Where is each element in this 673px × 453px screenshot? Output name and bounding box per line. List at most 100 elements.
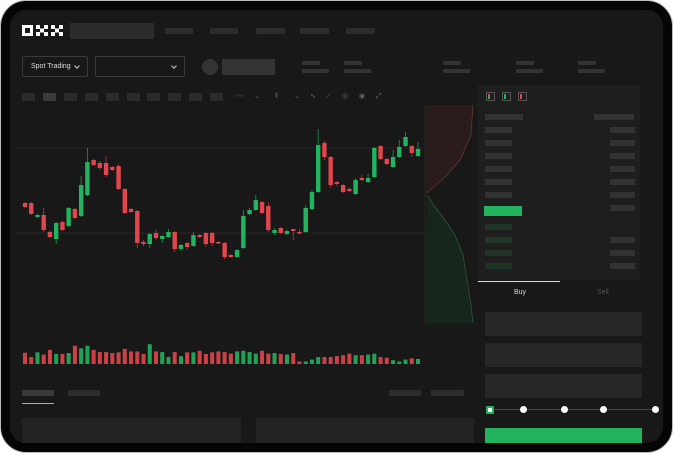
ask-row-amount[interactable] <box>610 153 635 159</box>
volume-bar <box>241 350 246 364</box>
bid-row-price[interactable] <box>485 250 512 256</box>
volume-bar <box>210 352 215 364</box>
depth-asks-line <box>426 105 474 194</box>
bid-row-amount[interactable] <box>610 263 635 269</box>
candle-body <box>315 145 321 192</box>
ask-row-price[interactable] <box>485 153 512 159</box>
volume-bar <box>185 352 190 364</box>
ruler-icon[interactable]: ⟋ <box>326 93 331 100</box>
ask-row-price[interactable] <box>485 127 512 133</box>
volume-bar <box>397 361 402 364</box>
ask-row-price[interactable] <box>485 140 512 146</box>
candle-body <box>78 185 84 216</box>
bid-row-price[interactable] <box>485 237 512 243</box>
tab-sell[interactable]: Sell <box>597 289 609 296</box>
candle-body <box>278 228 283 233</box>
nav-item[interactable] <box>165 28 193 34</box>
slider-step[interactable] <box>520 406 527 413</box>
ask-row-price[interactable] <box>485 192 512 198</box>
volume-bar <box>60 353 65 364</box>
bottom-tab[interactable] <box>68 390 100 396</box>
volume-bar <box>359 355 364 364</box>
candle-body <box>241 216 246 248</box>
volume-bar <box>141 353 146 364</box>
ask-row-price[interactable] <box>485 166 512 172</box>
nav-item[interactable] <box>346 28 375 34</box>
bottom-tab-active[interactable] <box>22 390 54 396</box>
orderbook-asks-icon[interactable] <box>518 92 527 101</box>
timeframe-tab[interactable] <box>43 93 56 101</box>
volume-bar <box>228 353 233 364</box>
fullscreen-icon[interactable]: ⤢ <box>376 93 382 100</box>
settings-icon[interactable]: ◉ <box>359 93 366 100</box>
tab-buy[interactable]: Buy <box>514 289 527 296</box>
buy-button[interactable] <box>485 428 642 443</box>
bid-row-price[interactable] <box>485 263 512 269</box>
timeframe-tab[interactable] <box>210 93 223 101</box>
ask-row-amount[interactable] <box>610 179 635 185</box>
pair-select[interactable] <box>95 56 185 77</box>
volume-bar <box>322 357 327 364</box>
bid-row-price[interactable] <box>485 224 512 230</box>
chevron-down-icon[interactable]: ⌄ <box>254 93 260 100</box>
timeframe-tab[interactable] <box>189 93 202 101</box>
candle-type-icon[interactable]: ‖ <box>275 93 278 100</box>
timeframe-tab[interactable] <box>85 93 98 101</box>
amount-input[interactable] <box>485 343 642 367</box>
timeframe-tab[interactable] <box>22 93 35 101</box>
nav-item[interactable] <box>300 28 329 34</box>
volume-bar <box>29 357 34 364</box>
bottom-action[interactable] <box>389 390 421 396</box>
timeframe-tab[interactable] <box>147 93 160 101</box>
volume-bar <box>91 349 96 364</box>
candle-body <box>272 230 277 233</box>
ask-row-amount[interactable] <box>610 127 635 133</box>
volume-bar <box>266 353 271 364</box>
total-input[interactable] <box>485 374 642 398</box>
nav-item[interactable] <box>256 28 285 34</box>
chevron-down-icon <box>74 63 80 69</box>
candle-body <box>340 185 346 192</box>
volume-bar <box>135 351 140 364</box>
bid-row-amount[interactable] <box>610 250 635 256</box>
bottom-action[interactable] <box>431 390 464 396</box>
bid-row-amount[interactable] <box>610 237 635 243</box>
candle-body <box>409 146 414 153</box>
camera-icon[interactable]: ◎ <box>342 93 349 100</box>
candlestick-chart[interactable] <box>15 105 475 370</box>
slider-handle[interactable] <box>486 406 494 414</box>
timeframe-tab[interactable] <box>64 93 77 101</box>
nav-item[interactable] <box>210 28 238 34</box>
volume-bar <box>341 355 346 364</box>
market-type-select[interactable]: Spot Trading <box>22 56 88 77</box>
ask-row-amount[interactable] <box>610 205 635 211</box>
candle-body <box>160 236 165 239</box>
ask-row-amount[interactable] <box>610 140 635 146</box>
ask-row-amount[interactable] <box>610 166 635 172</box>
timeframe-tab[interactable] <box>127 93 140 101</box>
search-bar[interactable] <box>70 23 154 39</box>
volume-bar <box>309 359 314 364</box>
chevron-down-icon[interactable]: ⌄ <box>294 93 300 100</box>
candle-body <box>135 211 140 243</box>
ask-row-price[interactable] <box>485 179 512 185</box>
timeframe-tab[interactable] <box>106 93 119 101</box>
volume-bar <box>272 353 277 364</box>
candle-body <box>128 209 134 212</box>
timeframe-tab[interactable] <box>168 93 181 101</box>
okx-logo[interactable] <box>22 25 64 37</box>
slider-step[interactable] <box>652 406 659 413</box>
candle-body <box>178 245 184 249</box>
volume-bar <box>403 359 408 364</box>
orderbook-bids-icon[interactable] <box>502 92 511 101</box>
slider-step[interactable] <box>600 406 607 413</box>
volume-bar <box>372 353 377 364</box>
drawing-line-icon[interactable]: ∿ <box>310 93 316 100</box>
orderbook-both-icon[interactable] <box>486 92 495 101</box>
ask-row-amount[interactable] <box>610 192 635 198</box>
volume-bar <box>316 357 321 364</box>
slider-track[interactable] <box>489 409 657 410</box>
indicator-icon[interactable]: 〰 <box>236 93 243 100</box>
slider-step[interactable] <box>561 406 568 413</box>
price-input[interactable] <box>485 312 642 336</box>
